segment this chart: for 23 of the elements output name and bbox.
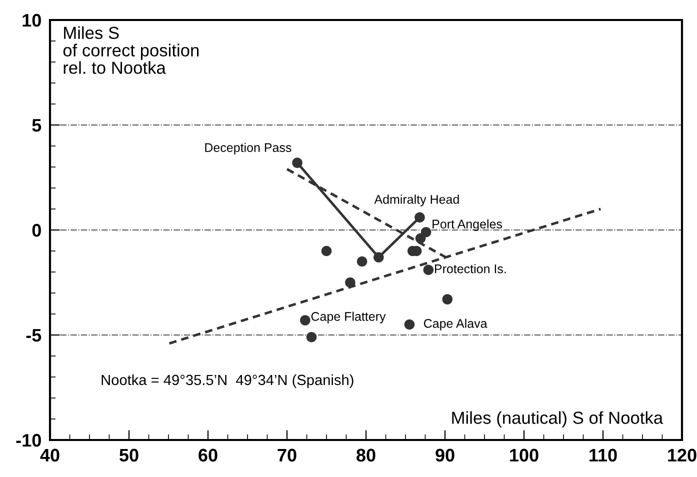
x-tick-label: 110 [590,448,617,462]
annotation: Cape Flattery [311,312,386,324]
annotation: Nootka = 49°35.5’N 49°34’N (Spanish) [102,374,354,388]
annotation: Admiralty Head [374,194,459,206]
y-axis-title: Miles S of correct position rel. to Nootka [63,26,199,74]
x-tick-label: 40 [40,448,60,462]
x-tick-label: 80 [356,448,376,462]
y-tick-label: 10 [22,14,41,27]
y-tick-label: 5 [32,119,42,132]
y-tick-label: 0 [32,224,41,237]
annotation: Deception Pass [205,142,292,154]
x-tick-label: 50 [120,448,138,462]
x-tick-label: 70 [278,448,296,462]
annotation: Protection Is. [434,264,506,274]
x-axis-title: Miles (nautical) S of Nootka [452,411,664,428]
x-tick-label: 120 [668,448,696,462]
annotation: Port Angeles [432,219,502,231]
annotation: Cape Alava [424,318,488,330]
y-tick-label: -5 [26,329,42,342]
y-tick-label: -10 [16,434,41,447]
x-tick-label: 100 [510,448,538,462]
x-tick-label: 60 [198,448,218,462]
x-tick-label: 90 [436,448,454,462]
